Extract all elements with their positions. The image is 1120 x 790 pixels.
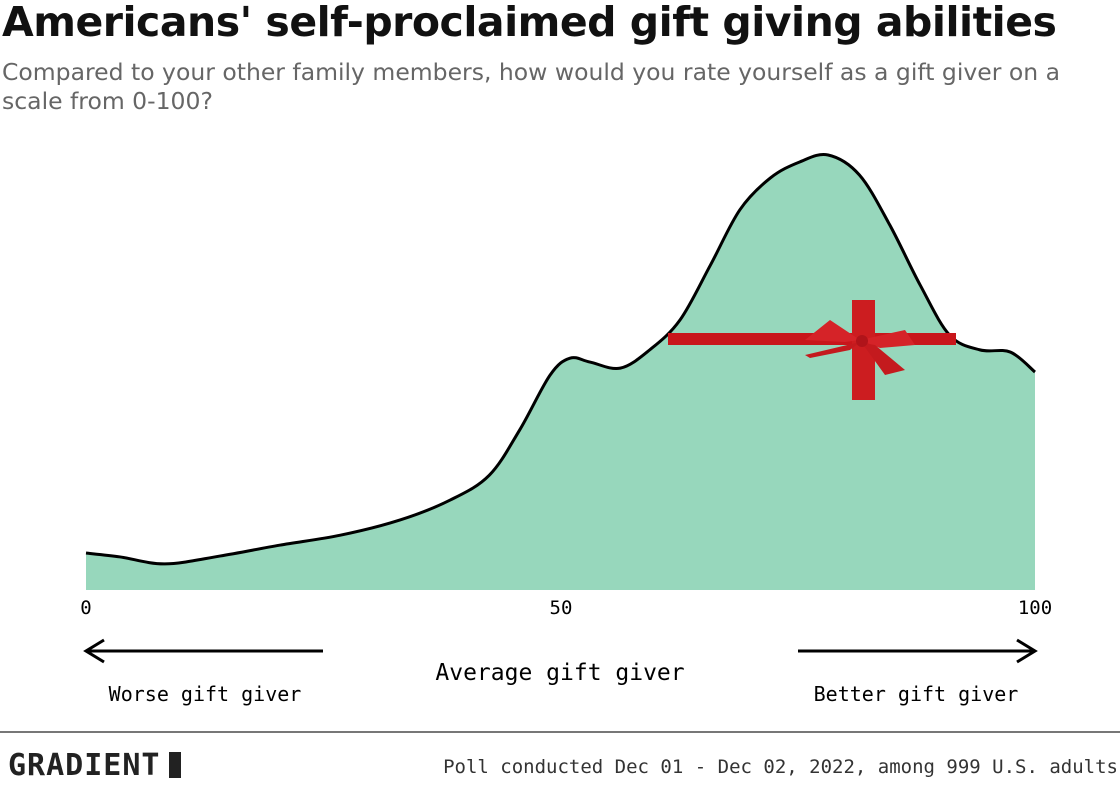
logo-text: GRADIENT <box>8 748 161 783</box>
x-tick-label: 50 <box>550 597 573 619</box>
right-arrow-icon <box>798 638 1038 664</box>
chart-title: Americans' self-proclaimed gift giving a… <box>2 0 1057 46</box>
center-annotation: Average gift giver <box>435 660 684 686</box>
density-chart: 0 50 100 Average gift giver Worse gift g… <box>80 153 1052 706</box>
right-annotation: Better gift giver <box>814 682 1019 706</box>
gradient-logo: GRADIENT <box>8 748 181 783</box>
x-tick-label: 0 <box>80 597 91 619</box>
left-arrow-icon <box>83 638 323 664</box>
density-line <box>85 153 1036 566</box>
density-area <box>86 154 1035 590</box>
chart-subtitle: Compared to your other family members, h… <box>2 58 1060 115</box>
footnote: Poll conducted Dec 01 - Dec 02, 2022, am… <box>443 756 1118 778</box>
ribbon-bow-image <box>668 300 956 400</box>
left-annotation: Worse gift giver <box>109 682 302 706</box>
x-tick-label: 100 <box>1018 597 1052 619</box>
footer-divider <box>0 731 1120 733</box>
